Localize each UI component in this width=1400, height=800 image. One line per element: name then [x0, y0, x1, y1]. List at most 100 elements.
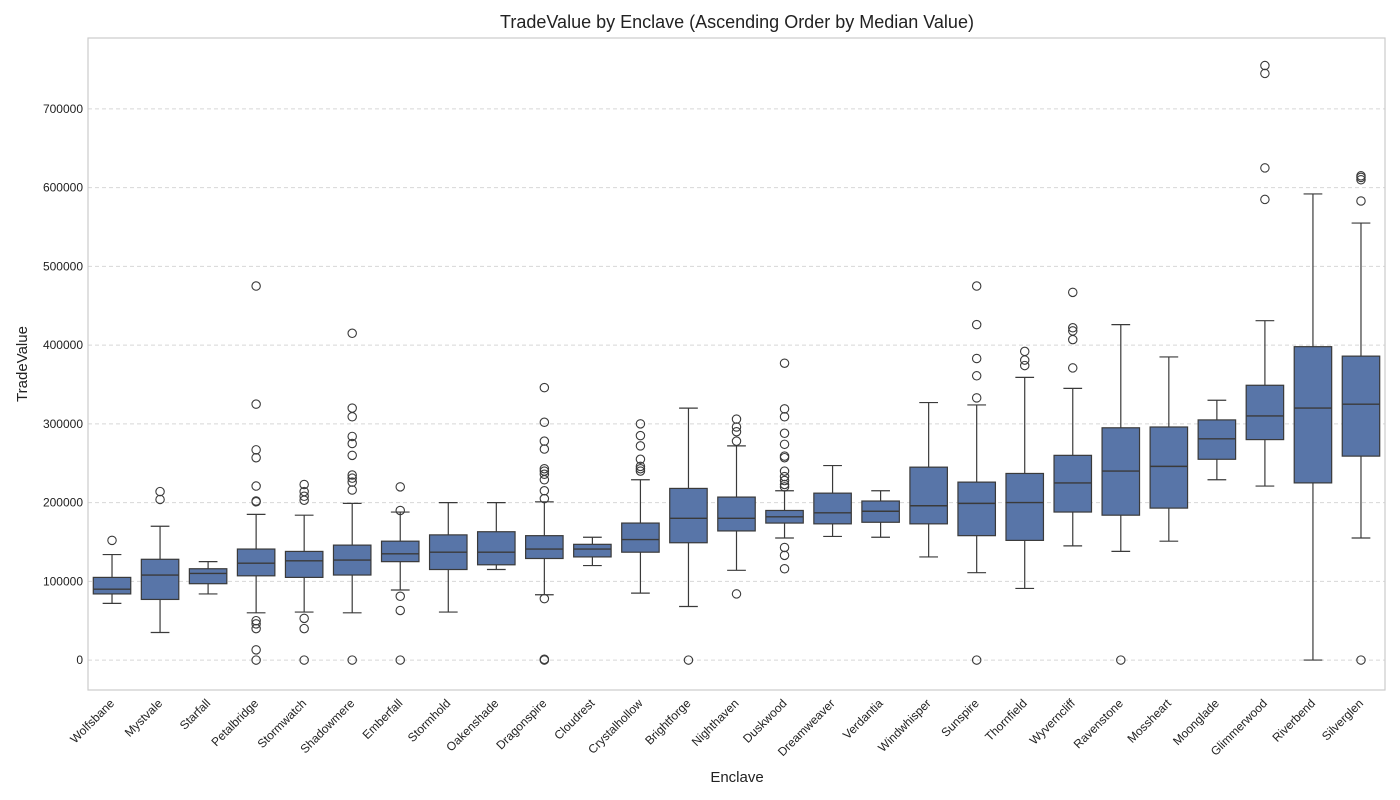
outlier-point — [1116, 655, 1126, 665]
outlier-point — [779, 563, 790, 574]
x-tick-label: Moonglade — [1170, 696, 1222, 748]
outlier-point — [347, 412, 357, 422]
box-stormhold — [428, 501, 468, 613]
box-mossheart — [1149, 356, 1189, 542]
chart-title: TradeValue by Enclave (Ascending Order b… — [500, 12, 974, 32]
iqr-box — [1149, 426, 1189, 509]
outlier-point — [1068, 287, 1078, 298]
outlier-point — [731, 436, 742, 446]
outlier-point — [251, 615, 261, 626]
outlier-point — [1019, 346, 1030, 357]
y-tick-label: 100000 — [43, 574, 83, 588]
outlier-point — [347, 438, 357, 449]
outlier-point — [539, 486, 550, 496]
outlier-point — [779, 412, 790, 422]
y-axis-ticks: 0 100000 200000 300000 400000 500000 600000 700… — [43, 102, 83, 667]
outlier-point — [251, 496, 261, 506]
box-wolfsbane — [92, 535, 132, 604]
outlier-point — [347, 470, 357, 480]
outlier-point — [635, 463, 646, 474]
outlier-point — [779, 466, 790, 476]
box-brightforge — [669, 407, 708, 665]
iqr-box — [525, 535, 564, 560]
outlier-point — [779, 428, 790, 439]
outlier-point — [107, 535, 117, 546]
outlier-point — [539, 654, 550, 665]
outlier-point — [539, 436, 550, 446]
outlier-point — [731, 414, 742, 424]
x-tick-label: Sunspire — [938, 696, 982, 740]
outlier-point — [395, 655, 405, 665]
iqr-box — [1053, 454, 1093, 513]
outlier-point — [731, 589, 742, 599]
outlier-point — [635, 461, 646, 472]
outlier-point — [251, 655, 261, 665]
y-tick-label: 0 — [76, 653, 83, 667]
outlier-point — [299, 486, 309, 497]
iqr-box — [1197, 419, 1237, 460]
outlier-point — [251, 399, 261, 409]
box-sunspire — [957, 281, 997, 665]
box-stormwatch — [284, 479, 324, 665]
plot-area-frame — [87, 37, 1386, 691]
box-thornfield — [1005, 346, 1045, 590]
outlier-point — [635, 466, 646, 476]
outlier-point — [1356, 171, 1366, 181]
iqr-box — [957, 481, 997, 537]
x-tick-label: Dragonspire — [493, 696, 549, 752]
outlier-point — [971, 281, 982, 291]
outlier-point — [779, 542, 790, 553]
outlier-point — [395, 591, 405, 602]
outlier-point — [299, 655, 309, 665]
outlier-point — [395, 605, 405, 616]
box-nighthaven — [717, 414, 756, 599]
outlier-point — [779, 404, 790, 414]
x-tick-label: Wolfsbane — [67, 696, 117, 746]
box-shadowmere — [332, 328, 372, 665]
outlier-point — [1260, 60, 1270, 71]
x-tick-label: Thornfield — [982, 696, 1030, 744]
iqr-box — [573, 543, 612, 558]
outlier-point — [1260, 194, 1270, 205]
iqr-box — [1293, 346, 1333, 484]
outlier-point — [539, 593, 550, 604]
iqr-box — [1005, 472, 1045, 541]
box-cloudrest — [573, 536, 612, 567]
box-ravenstone — [1101, 324, 1141, 665]
outlier-point — [1356, 196, 1366, 206]
iqr-box — [1245, 384, 1285, 441]
x-tick-label: Ravenstone — [1071, 696, 1126, 751]
outlier-point — [347, 655, 357, 665]
outlier-point — [779, 550, 790, 561]
box-dreamweaver — [813, 464, 852, 538]
outlier-point — [971, 393, 982, 403]
box-oakenshade — [476, 501, 516, 571]
outlier-point — [635, 430, 646, 441]
y-tick-label: 700000 — [43, 102, 83, 116]
outlier-point — [251, 619, 261, 629]
iqr-box — [188, 568, 228, 585]
box-mystvale — [140, 486, 180, 634]
x-axis-label: Enclave — [710, 769, 763, 786]
iqr-box — [669, 487, 708, 544]
box-wyverncliff — [1053, 287, 1093, 547]
outlier-point — [1068, 334, 1078, 345]
outlier-point — [347, 450, 357, 461]
box-moonglade — [1197, 399, 1237, 481]
outlier-point — [635, 454, 646, 465]
outlier-point — [251, 481, 261, 491]
iqr-box — [621, 522, 660, 553]
iqr-box — [140, 558, 180, 601]
outlier-point — [635, 441, 646, 451]
x-tick-label: Mystvale — [122, 696, 166, 740]
outlier-point — [347, 431, 357, 442]
boxes-layer — [92, 60, 1381, 665]
outlier-point — [731, 426, 742, 437]
y-axis-label: TradeValue — [14, 326, 31, 402]
iqr-box — [909, 466, 948, 525]
outlier-point — [155, 486, 165, 497]
outlier-point — [347, 485, 357, 495]
outlier-point — [971, 319, 982, 330]
